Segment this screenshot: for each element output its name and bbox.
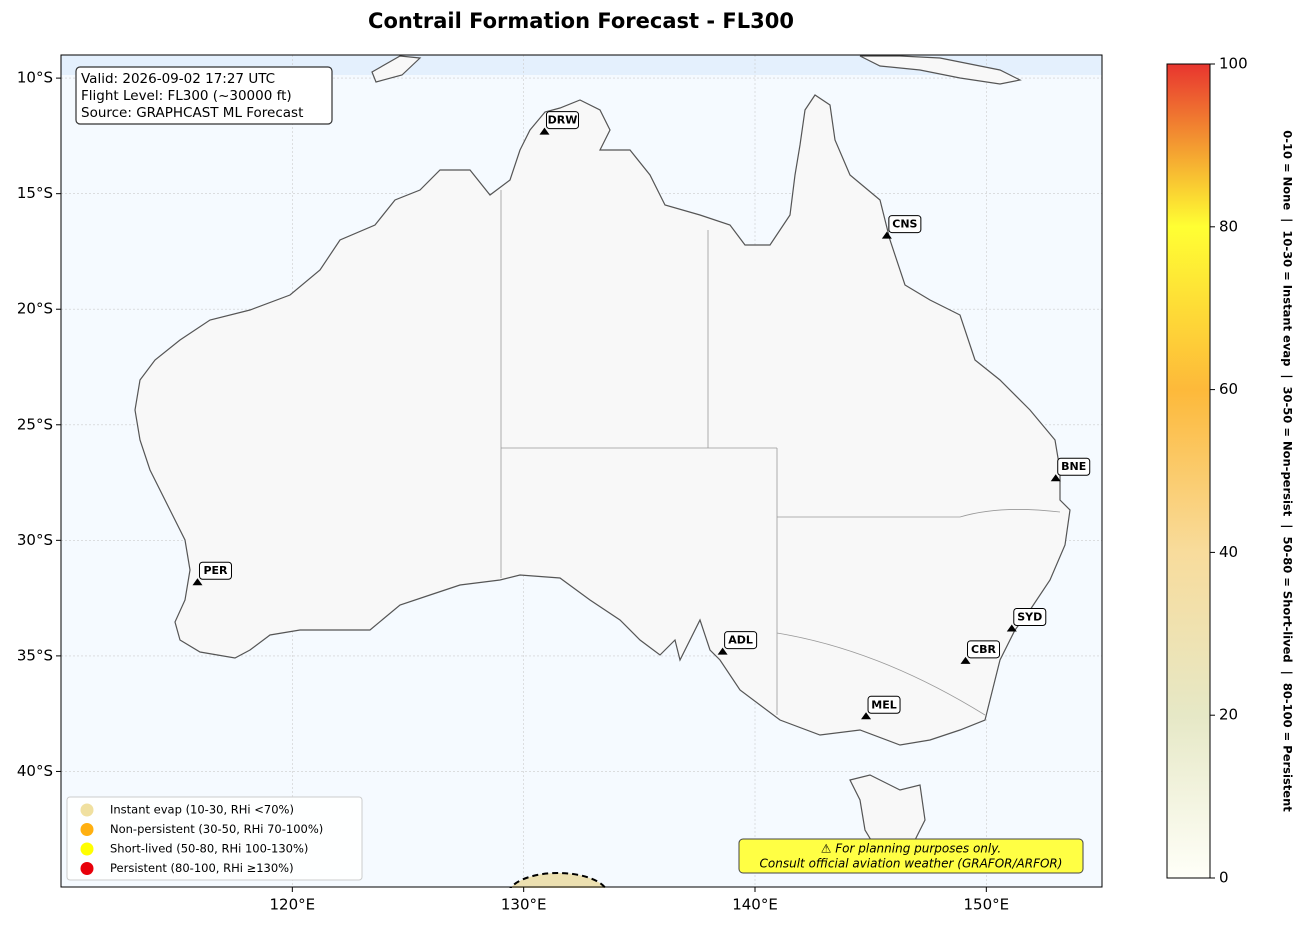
y-tick-label: 35°S: [17, 646, 53, 664]
station-label-box: [724, 631, 758, 650]
legend-swatch: [80, 803, 94, 817]
colorbar-tick-label: 40: [1219, 543, 1238, 561]
station-label-box: [198, 561, 232, 580]
mask: [0, 888, 1110, 926]
title: Contrail Formation Forecast - FL300: [368, 9, 794, 33]
x-tick-label: 120°E: [270, 896, 316, 914]
colorbar-tick-label: 20: [1219, 706, 1238, 724]
y-tick-label: 15°S: [17, 184, 53, 202]
x-tick-label: 130°E: [501, 896, 547, 914]
state-borders: [500, 190, 1061, 716]
legend-box: [66, 796, 363, 881]
tasmania: [849, 774, 926, 856]
colorbar: [1166, 63, 1211, 879]
australia: [134, 94, 1071, 746]
y-tick-label: 25°S: [17, 415, 53, 433]
station-marker: [861, 712, 872, 720]
y-tick-label: 20°S: [17, 300, 53, 318]
border: [500, 190, 1061, 716]
station-marker: [881, 231, 892, 239]
station-label-box: [867, 695, 901, 714]
legend-swatch: [80, 823, 94, 836]
colorbar-tick-label: 60: [1219, 380, 1238, 398]
station-label: CNS: [892, 218, 917, 231]
colorbar-tick-label: 100: [1219, 55, 1248, 73]
legend-label: Short-lived (50-80, RHi 100-130%): [110, 842, 308, 856]
island: [371, 55, 422, 83]
info-box: [75, 66, 333, 125]
legend-label: Instant evap (10-30, RHi <70%): [110, 803, 294, 817]
station-label: PER: [203, 564, 228, 577]
station-label-box: [967, 640, 1001, 659]
station-label-box: [545, 111, 579, 130]
station-marker: [1006, 624, 1017, 632]
y-tick-label: 10°S: [17, 69, 53, 87]
x-tick-label: 150°E: [964, 896, 1010, 914]
disclaimer-box: [738, 838, 1084, 874]
axes: 120°E 130°E 140°E 150°E 10°S 15°S 20°S 25°S 30°S…: [17, 69, 1009, 914]
station-label: ADL: [728, 634, 753, 647]
y-tick-label: 40°S: [17, 762, 53, 780]
station-label-box: [1013, 607, 1047, 626]
station-label-box: [888, 215, 922, 234]
map-frame: [60, 54, 1103, 888]
disclaimer-line: ⚠ For planning purposes only.: [821, 842, 1001, 856]
x-tick-label: 140°E: [732, 896, 778, 914]
colorbar-tick-label: 80: [1219, 217, 1238, 235]
colorbar-label: 0-10 = None | 10-30 = Instant evap | 30-…: [1281, 130, 1295, 812]
station-label: CBR: [971, 643, 996, 656]
station-marker: [192, 578, 203, 586]
colorbar-tick-label: 0: [1219, 869, 1229, 887]
legend-label: Persistent (80-100, RHi ≥130%): [110, 861, 294, 875]
station-marker: [539, 127, 550, 135]
info-line: Source: GRAPHCAST ML Forecast: [81, 105, 303, 121]
info-line: Flight Level: FL300 (~30000 ft): [81, 88, 292, 104]
station-marker: [960, 656, 971, 664]
y-tick-label: 30°S: [17, 531, 53, 549]
station-label: SYD: [1017, 610, 1042, 623]
station-marker: [717, 647, 728, 655]
landmass: [134, 55, 1071, 856]
station-label: DRW: [548, 114, 578, 127]
disclaimer-line: Consult official aviation weather (GRAFO…: [760, 857, 1063, 871]
stations: DRW CNS BNE PER ADL SYD CBR MEL: [192, 111, 1091, 720]
legend-label: Non-persistent (30-50, RHi 70-100%): [110, 822, 323, 836]
legend-swatch: [80, 862, 94, 875]
legend: Instant evap (10-30, RHi <70%) Non-persis…: [80, 803, 323, 875]
station-marker: [1050, 474, 1061, 482]
info-line: Valid: 2026-09-02 17:27 UTC: [81, 71, 275, 87]
colorbar-axis: 0 20 40 60 80 100: [1210, 55, 1248, 887]
station-label: BNE: [1061, 460, 1086, 473]
station-label: MEL: [871, 698, 896, 711]
legend-swatch: [80, 842, 94, 856]
new-guinea: [859, 55, 1022, 85]
station-label-box: [1057, 457, 1091, 476]
